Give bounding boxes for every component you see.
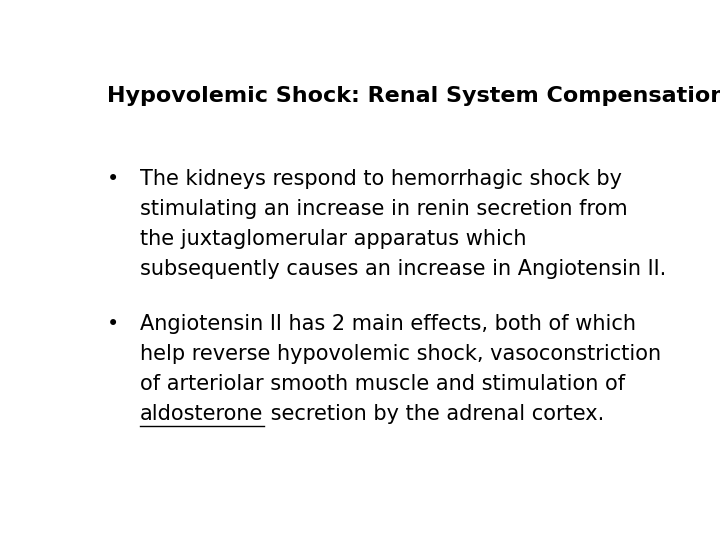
Text: •: • xyxy=(107,314,119,334)
Text: aldosterone: aldosterone xyxy=(140,404,264,424)
Text: the juxtaglomerular apparatus which: the juxtaglomerular apparatus which xyxy=(140,228,527,248)
Text: of arteriolar smooth muscle and stimulation of: of arteriolar smooth muscle and stimulat… xyxy=(140,374,626,394)
Text: Angiotensin II has 2 main effects, both of which: Angiotensin II has 2 main effects, both … xyxy=(140,314,636,334)
Text: Hypovolemic Shock: Renal System Compensation: Hypovolemic Shock: Renal System Compensa… xyxy=(107,85,720,106)
Text: The kidneys respond to hemorrhagic shock by: The kidneys respond to hemorrhagic shock… xyxy=(140,168,622,189)
Text: secretion by the adrenal cortex.: secretion by the adrenal cortex. xyxy=(264,404,604,424)
Text: stimulating an increase in renin secretion from: stimulating an increase in renin secreti… xyxy=(140,199,628,219)
Text: help reverse hypovolemic shock, vasoconstriction: help reverse hypovolemic shock, vasocons… xyxy=(140,344,662,364)
Text: subsequently causes an increase in Angiotensin II.: subsequently causes an increase in Angio… xyxy=(140,259,667,279)
Text: •: • xyxy=(107,168,119,189)
